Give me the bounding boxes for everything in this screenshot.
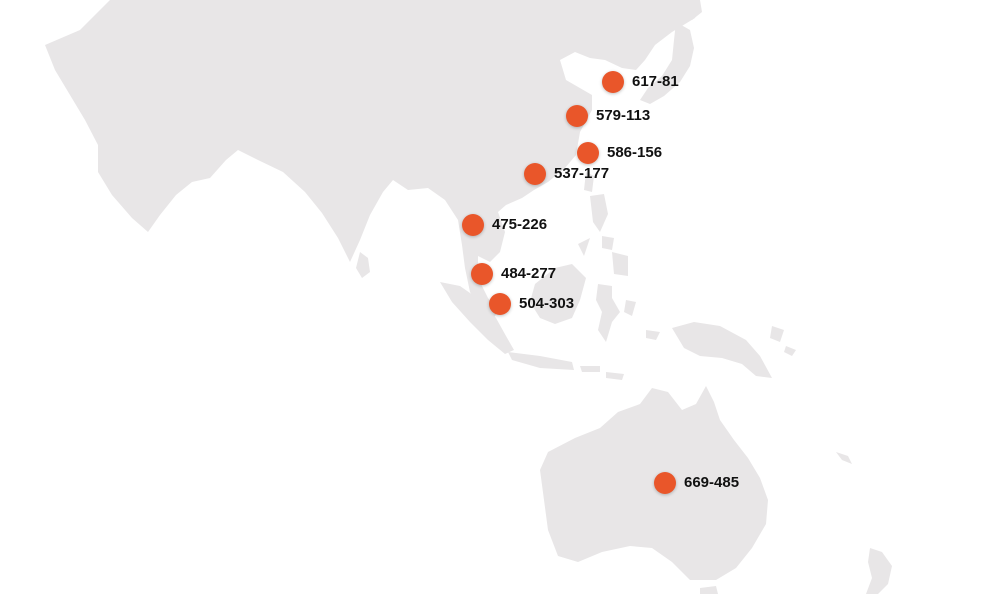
landmass-asia (45, 0, 700, 320)
location-marker[interactable] (489, 293, 511, 315)
location-marker[interactable] (462, 214, 484, 236)
islands-philippines (578, 194, 628, 276)
island-borneo (530, 264, 586, 324)
island-new-guinea (672, 322, 772, 378)
island-sri-lanka (356, 252, 370, 278)
island-taiwan (584, 172, 594, 192)
island-sumatra (440, 282, 514, 354)
island-hokkaido (680, 0, 702, 20)
island-tasmania (700, 586, 718, 594)
island-new-zealand (866, 548, 892, 594)
island-new-caledonia (836, 452, 852, 464)
location-marker[interactable] (577, 142, 599, 164)
islands-lesser-sunda (580, 366, 624, 380)
islands-moluccas (624, 300, 660, 340)
island-sulawesi (596, 284, 620, 342)
islands-bismarck (770, 326, 796, 356)
location-marker[interactable] (524, 163, 546, 185)
location-marker[interactable] (471, 263, 493, 285)
location-marker[interactable] (602, 71, 624, 93)
island-java (508, 352, 574, 370)
location-marker[interactable] (566, 105, 588, 127)
island-japan (640, 22, 694, 104)
location-marker[interactable] (654, 472, 676, 494)
